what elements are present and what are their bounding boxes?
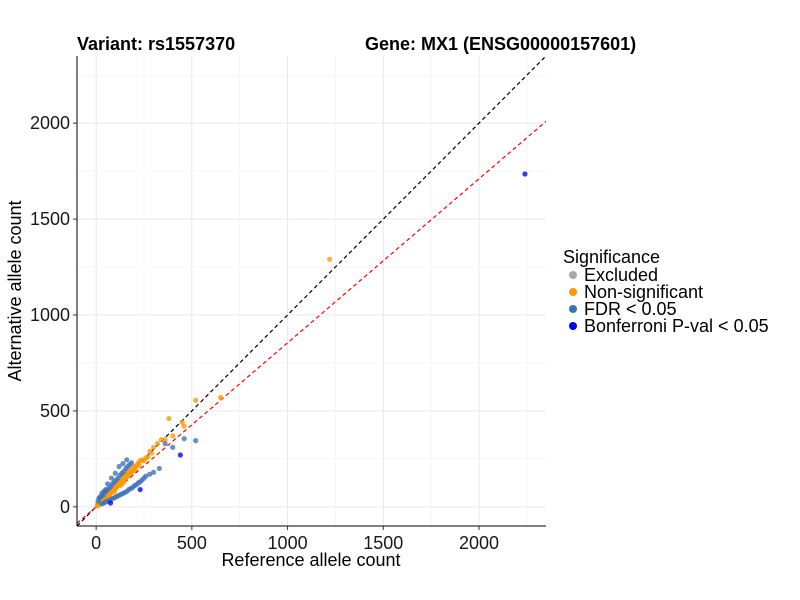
legend-key-bonferroni xyxy=(569,322,577,330)
data-point xyxy=(124,457,130,463)
y-tick-label: 1500 xyxy=(30,209,70,229)
data-point xyxy=(108,475,115,481)
data-point xyxy=(137,486,143,493)
data-point xyxy=(149,450,155,456)
x-tick-label: 0 xyxy=(91,533,101,553)
series-non-significant xyxy=(94,256,333,509)
y-tick-label: 2000 xyxy=(30,113,70,133)
reference-lines xyxy=(77,56,546,526)
data-point xyxy=(154,440,160,447)
data-point xyxy=(120,461,126,467)
data-point xyxy=(150,469,157,475)
axis-ticks: 0 500 1000 1500 2000 0 500 1000 1500 2000 xyxy=(30,113,499,553)
chart-title-gene: Gene: MX1 (ENSG00000157601) xyxy=(365,34,636,54)
legend-key-excluded xyxy=(569,271,577,279)
legend-label-bonferroni: Bonferroni P-val < 0.05 xyxy=(584,316,769,336)
chart-title-variant: Variant: rs1557370 xyxy=(77,34,235,54)
data-point xyxy=(145,454,151,460)
data-point xyxy=(94,503,100,509)
data-point xyxy=(156,465,162,472)
y-tick-label: 500 xyxy=(40,401,70,421)
series-bonferroni-p-val-0-05 xyxy=(107,171,528,506)
y-axis-title: Alternative allele count xyxy=(5,200,25,381)
legend-title: Significance xyxy=(563,247,660,267)
x-tick-label: 1500 xyxy=(363,533,403,553)
data-point xyxy=(181,436,187,442)
data-point xyxy=(136,462,142,469)
data-point xyxy=(111,489,117,495)
x-tick-label: 2000 xyxy=(459,533,499,553)
data-point xyxy=(107,500,114,506)
data-point xyxy=(112,470,118,476)
data-point xyxy=(193,397,199,403)
data-point xyxy=(158,437,164,443)
data-point xyxy=(128,460,135,466)
data-point xyxy=(181,423,187,429)
reference-line-identity xyxy=(77,56,546,526)
x-tick-label: 500 xyxy=(177,533,207,553)
data-point xyxy=(162,440,168,447)
data-point xyxy=(120,480,126,486)
legend-label-non-significant: Non-significant xyxy=(584,282,703,302)
data-point xyxy=(99,490,105,496)
data-point xyxy=(522,171,528,177)
legend-label-fdr: FDR < 0.05 xyxy=(584,299,677,319)
reference-line-fit xyxy=(77,120,546,524)
data-point xyxy=(116,463,122,470)
legend-key-fdr xyxy=(569,305,577,313)
legend-key-non-significant xyxy=(569,288,577,296)
x-tick-label: 1000 xyxy=(268,533,308,553)
y-tick-label: 1000 xyxy=(30,305,70,325)
data-point xyxy=(166,415,172,422)
data-point xyxy=(327,256,333,262)
x-axis-title: Reference allele count xyxy=(221,550,400,570)
data-point xyxy=(170,444,176,450)
legend-label-excluded: Excluded xyxy=(584,265,658,285)
grid-lines xyxy=(77,56,546,526)
data-point xyxy=(105,481,111,487)
data-point xyxy=(170,433,176,439)
y-tick-label: 0 xyxy=(60,497,70,517)
data-point xyxy=(147,471,153,477)
data-point xyxy=(179,419,185,426)
data-point xyxy=(177,452,183,458)
data-point xyxy=(143,473,149,479)
data-point xyxy=(150,444,157,450)
data-point xyxy=(162,437,168,443)
data-point xyxy=(193,438,199,444)
series-fdr-0-05 xyxy=(95,436,199,507)
legend: Significance Excluded Non-significant FD… xyxy=(563,247,769,336)
data-point xyxy=(217,394,224,401)
data-points xyxy=(94,171,528,509)
